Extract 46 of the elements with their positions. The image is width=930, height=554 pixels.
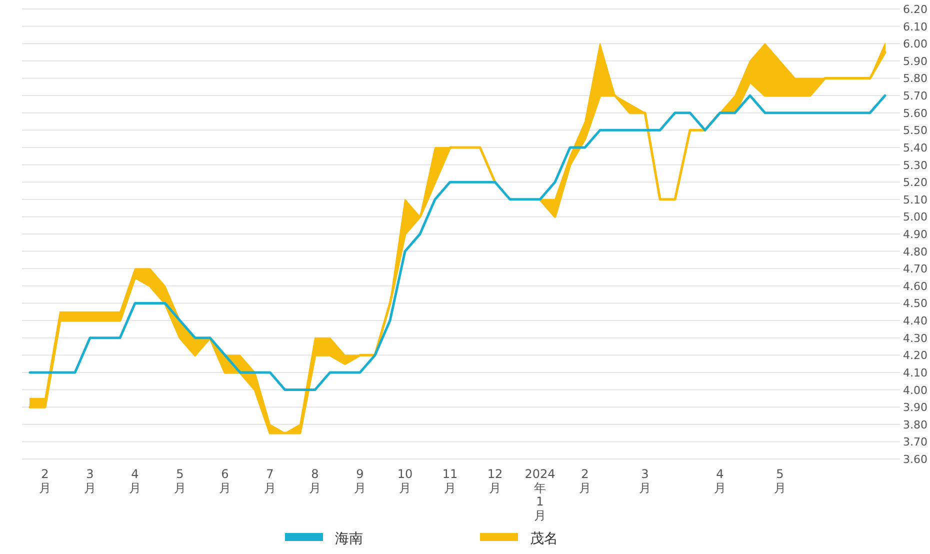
y-tick-label: 4.30 <box>903 332 928 345</box>
x-tick-label: 2月 <box>579 467 591 495</box>
y-tick-label: 5.80 <box>903 72 928 86</box>
legend-label: 海南 <box>335 531 363 547</box>
y-tick-label: 5.00 <box>903 210 928 224</box>
x-tick-label: 11月 <box>442 467 458 495</box>
y-tick-label: 5.10 <box>903 193 928 206</box>
y-tick-label: 4.90 <box>903 228 928 241</box>
x-tick-label: 6月 <box>219 467 231 495</box>
y-tick-label: 5.50 <box>903 124 928 138</box>
x-tick-label: 5月 <box>174 467 186 495</box>
x-tick-label: 2月 <box>39 467 51 495</box>
x-tick-label: 2024年1月 <box>524 467 556 522</box>
y-tick-label: 6.00 <box>903 38 928 51</box>
x-tick-label: 4月 <box>129 467 141 495</box>
x-tick-label: 3月 <box>639 467 651 495</box>
y-tick-label: 4.40 <box>903 314 928 328</box>
x-tick-label: 3月 <box>84 467 96 495</box>
x-tick-label: 10月 <box>397 467 413 495</box>
x-tick-label: 12月 <box>487 467 503 495</box>
y-tick-label: 4.50 <box>903 297 928 310</box>
y-tick-label: 4.10 <box>903 366 928 380</box>
y-tick-label: 5.20 <box>903 176 928 190</box>
line-series <box>28 94 886 392</box>
y-tick-label: 4.20 <box>903 349 928 362</box>
x-tick-label: 4月 <box>714 467 726 495</box>
y-tick-label: 3.80 <box>903 418 928 432</box>
legend-label: 茂名 <box>530 531 558 547</box>
y-tick-label: 4.60 <box>903 280 928 293</box>
y-tick-label: 5.40 <box>903 141 928 154</box>
y-tick-label: 5.60 <box>903 106 928 120</box>
y-tick-label: 4.00 <box>903 384 928 397</box>
y-tick-label: 5.30 <box>903 158 928 172</box>
y-tick-label: 6.10 <box>903 20 928 34</box>
x-tick-label: 8月 <box>309 467 321 495</box>
y-tick-label: 3.60 <box>903 453 928 466</box>
y-tick-label: 3.90 <box>903 401 928 414</box>
y-tick-label: 4.80 <box>903 245 928 258</box>
y-tick-label: 5.90 <box>903 54 928 68</box>
x-tick-label: 7月 <box>264 467 276 495</box>
y-tick-label: 3.70 <box>903 436 928 449</box>
y-tick-label: 6.20 <box>903 3 928 16</box>
x-tick-label: 9月 <box>354 467 366 495</box>
x-tick-label: 5月 <box>774 467 786 495</box>
y-tick-label: 4.70 <box>903 262 928 276</box>
y-tick-label: 5.70 <box>903 90 928 103</box>
